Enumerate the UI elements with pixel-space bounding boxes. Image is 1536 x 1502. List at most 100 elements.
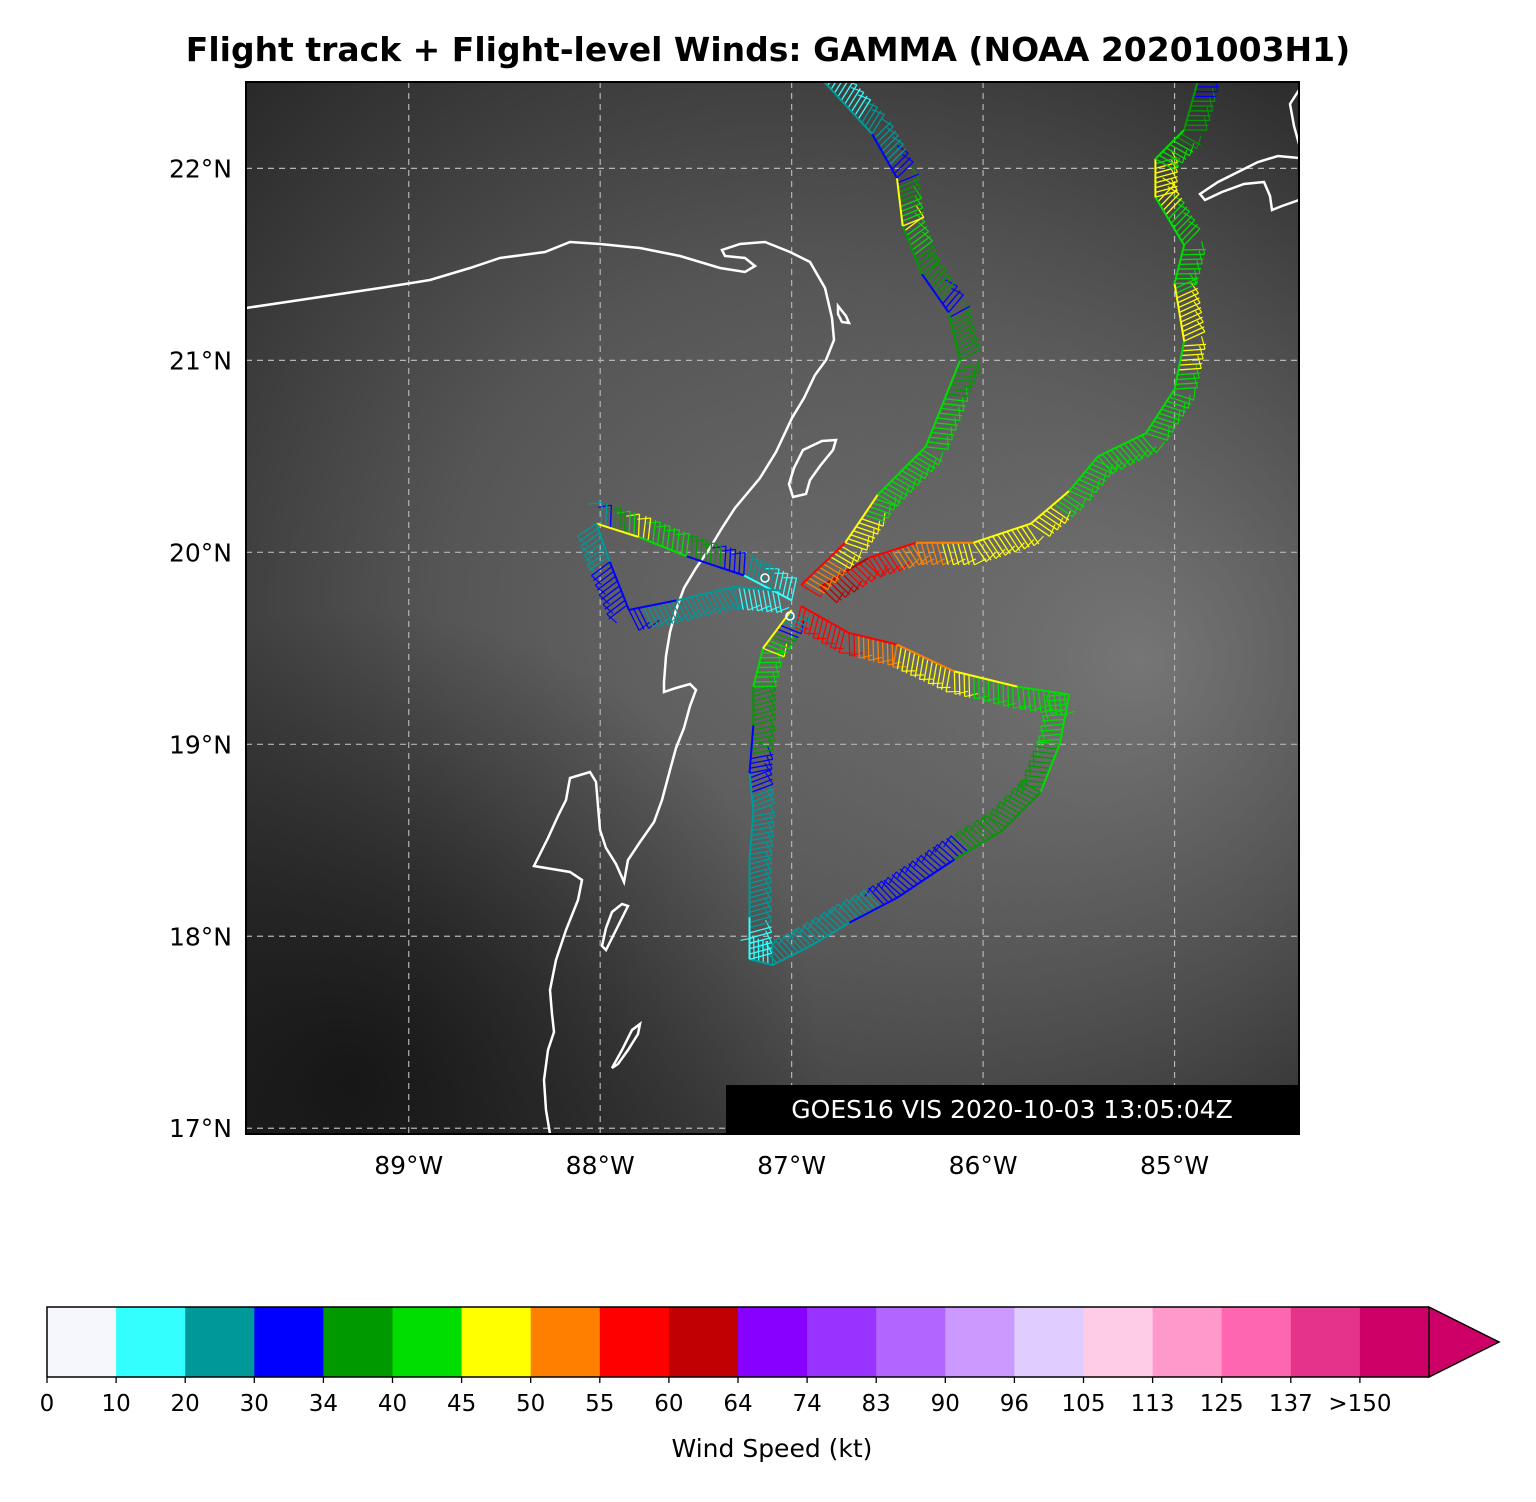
wind-barb: [933, 426, 957, 431]
wind-barb: [749, 921, 772, 929]
wind-barb: [752, 734, 775, 741]
wind-barb: [1155, 185, 1178, 194]
track-line: [800, 542, 846, 586]
wind-barb: [751, 557, 759, 581]
wind-barb: [642, 606, 655, 628]
wind-barb: [950, 383, 974, 388]
wind-barb: [892, 644, 898, 668]
wind-barb: [1174, 386, 1198, 390]
wind-barb: [786, 575, 793, 599]
wind-barb-flag: [591, 575, 602, 586]
wind-barb: [895, 871, 914, 888]
wind-barb: [881, 641, 884, 664]
wind-barb-flag: [897, 866, 905, 879]
wind-barb: [897, 473, 919, 487]
wind-barb: [936, 843, 955, 860]
wind-barb: [1175, 283, 1198, 294]
wind-barb: [749, 942, 772, 950]
wind-barb: [815, 916, 833, 934]
track-line: [1173, 283, 1186, 342]
track-line: [686, 555, 745, 577]
wind-barb: [1013, 787, 1034, 800]
wind-barb: [743, 587, 749, 611]
wind-barb: [598, 580, 618, 596]
wind-barb-flag: [1147, 445, 1157, 458]
wind-barb-flag: [946, 435, 949, 450]
wind-barb: [719, 544, 722, 568]
wind-barb: [920, 542, 928, 566]
wind-barb-flag: [945, 279, 958, 287]
wind-barb-flag: [857, 548, 863, 562]
colorbar-tick-label: 50: [516, 1391, 545, 1417]
wind-barb: [752, 816, 776, 822]
wind-barb-flag: [1036, 741, 1039, 756]
wind-barb: [587, 551, 607, 566]
wind-barb-flag: [913, 855, 922, 868]
coastline-islet: [836, 302, 852, 325]
colorbar-segment: [668, 1307, 739, 1377]
wind-barb: [976, 819, 994, 837]
wind-barb: [680, 531, 685, 555]
wind-barb: [886, 143, 904, 161]
wind-barb: [1176, 136, 1198, 150]
wind-barb: [886, 642, 889, 666]
wind-barb: [1072, 486, 1094, 498]
wind-barb: [1180, 358, 1204, 362]
wind-barb: [841, 901, 859, 919]
wind-barb: [1132, 439, 1149, 458]
wind-barb: [1001, 532, 1016, 553]
track-line: [638, 536, 687, 558]
wind-barb-flag: [813, 637, 827, 640]
wind-barb-flag: [1196, 260, 1201, 274]
wind-barb: [1084, 471, 1107, 482]
wind-barb: [592, 566, 613, 582]
wind-barb-flag: [830, 647, 844, 650]
colorbar-extend-arrow: [1428, 1305, 1501, 1379]
colorbar-segment: [323, 1307, 393, 1377]
wind-barb-flag: [768, 737, 775, 750]
wind-barb: [1140, 434, 1157, 454]
wind-barb-flag: [1196, 135, 1202, 149]
wind-barb: [723, 546, 727, 570]
wind-barb: [846, 570, 864, 588]
wind-barb: [891, 643, 894, 667]
wind-barb-flag: [1033, 535, 1044, 547]
wind-barb: [874, 498, 897, 507]
wind-barb: [908, 463, 929, 476]
wind-barb: [810, 919, 829, 937]
track-line: [877, 446, 927, 496]
wind-barb: [823, 911, 842, 929]
lon-tick-label: 88°W: [566, 1151, 635, 1180]
wind-barb-flag: [968, 329, 979, 341]
wind-barb: [1106, 451, 1123, 470]
wind-barb-flag: [1138, 450, 1148, 462]
wind-barb: [840, 82, 854, 101]
wind-barb: [897, 173, 919, 184]
wind-barb-flag: [971, 338, 981, 350]
wind-barb-flag: [1177, 203, 1190, 212]
wind-barb: [749, 768, 773, 774]
wind-barb-flag: [606, 613, 618, 624]
wind-barb-flag: [951, 287, 964, 296]
wind-barb-flag: [783, 643, 788, 657]
wind-barb-flag: [1190, 282, 1200, 294]
wind-barb: [751, 783, 774, 793]
wind-barb-flag: [837, 73, 850, 78]
wind-barb: [750, 778, 773, 789]
colorbar-tick-label: 113: [1131, 1391, 1175, 1417]
wind-barb: [877, 494, 899, 507]
wind-barb-flag: [789, 635, 793, 650]
wind-barb-flag: [1187, 394, 1191, 409]
wind-barb-flag: [929, 844, 938, 857]
wind-barb: [834, 627, 842, 651]
wind-barb: [980, 816, 999, 834]
wind-barb: [733, 586, 740, 610]
map-frame: [245, 81, 1300, 1135]
track-line: [749, 958, 773, 967]
wind-barb-flag: [1195, 364, 1200, 379]
wind-barb: [896, 646, 903, 670]
wind-barb: [918, 453, 940, 466]
wind-barb: [749, 881, 772, 889]
wind-barb: [609, 505, 613, 529]
wind-barb: [633, 608, 645, 630]
